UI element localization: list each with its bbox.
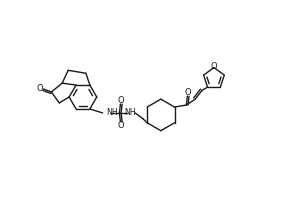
Text: O: O xyxy=(118,121,124,130)
Text: O: O xyxy=(185,88,191,97)
Text: NH: NH xyxy=(124,108,136,117)
Text: O: O xyxy=(118,96,124,105)
Text: NH: NH xyxy=(106,108,119,117)
Text: O: O xyxy=(211,62,217,71)
Text: O: O xyxy=(37,84,44,93)
